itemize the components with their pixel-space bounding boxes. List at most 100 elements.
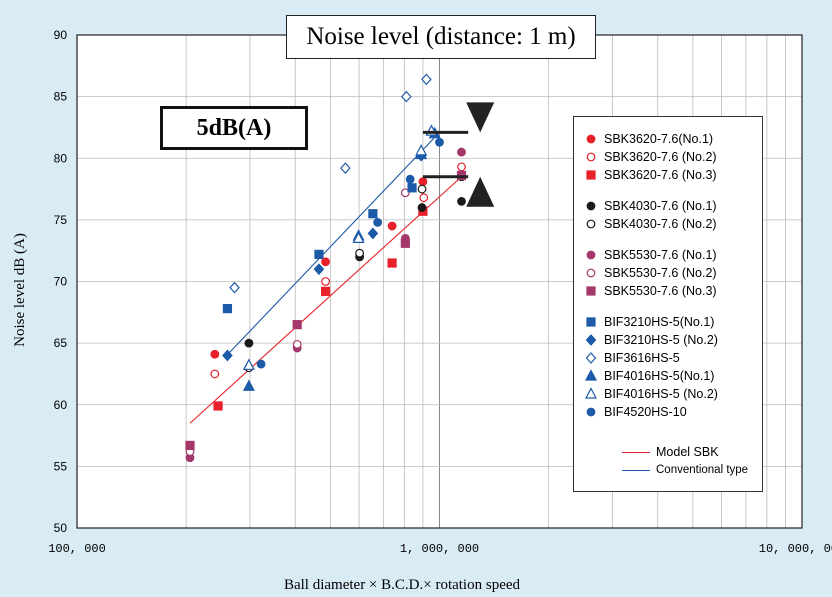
marker-diamond [229,281,240,294]
legend-item: BIF3210HS-5(No.1) [584,313,714,331]
legend-item: SBK5530-7.6 (No.3) [584,282,717,300]
marker-circle [586,268,596,278]
legend-label: SBK4030-7.6 (No.1) [604,199,717,213]
legend-line-item: Conventional type [622,463,748,477]
legend-label: SBK5530-7.6 (No.2) [604,266,717,280]
legend-item: SBK3620-7.6 (No.3) [584,166,717,184]
legend-item: BIF4016HS-5(No.1) [584,367,714,385]
marker-square [586,317,596,327]
marker-square [292,320,302,330]
marker-circle [387,221,397,231]
marker-circle [210,349,220,359]
marker-circle [419,193,429,203]
legend-triangle-icon [585,387,597,399]
marker-triangle [352,231,365,243]
marker-circle [457,162,466,172]
marker-circle [210,369,220,379]
y-tick-label: 85 [54,90,68,104]
marker-circle [418,177,428,187]
marker-circle [586,152,596,162]
legend-item: SBK4030-7.6 (No.1) [584,197,717,215]
y-tick-label: 90 [54,28,68,42]
marker-square [222,304,233,314]
legend-line-item: Model SBK [622,445,719,459]
legend-item: BIF4016HS-5 (No.2) [584,385,718,403]
legend-square-icon [586,170,596,180]
marker-circle [244,338,254,348]
x-axis-label: Ball diameter × B.C.D.× rotation speed [284,577,521,593]
chart-title: Noise level (distance: 1 m) [286,15,596,59]
legend-circle-icon [586,407,596,417]
marker-triangle [415,144,428,156]
y-tick-label: 60 [54,398,68,412]
marker-square [213,401,223,411]
marker-circle [586,219,596,229]
marker-diamond [421,73,432,86]
marker-diamond [585,352,597,364]
x-tick-label: 100, 000 [48,542,106,556]
marker-circle [256,359,266,369]
marker-square [387,258,397,268]
db-annotation: 5dB(A) [160,106,308,150]
legend-item: BIF4520HS-10 [584,403,687,421]
marker-square [314,249,324,259]
legend-circle-icon [586,134,596,144]
legend-square-icon [586,317,596,327]
legend-triangle-icon [585,369,597,381]
legend-item: SBK5530-7.6 (No.1) [584,246,717,264]
x-tick-label: 10, 000, 000 [759,542,832,556]
level-arrows [422,102,495,207]
marker-triangle [585,387,597,399]
marker-diamond [367,227,379,240]
marker-square [320,286,331,296]
marker-triangle [242,358,255,370]
legend-diamond-icon [585,334,597,346]
marker-circle [586,134,596,144]
marker-circle [417,184,427,194]
legend-label: SBK4030-7.6 (No.2) [604,217,717,231]
legend-item: SBK3620-7.6(No.1) [584,130,713,148]
y-tick-label: 70 [54,275,68,289]
up-arrow-icon [466,176,495,207]
legend-item: SBK5530-7.6 (No.2) [584,264,717,282]
legend-line-swatch [622,451,650,453]
marker-triangle [585,369,597,381]
fit-line [189,176,462,424]
legend-label: SBK5530-7.6 (No.3) [604,284,717,298]
marker-circle [586,250,596,260]
marker-square [586,286,596,296]
marker-circle [355,248,365,258]
marker-square [185,440,195,451]
marker-circle [292,339,302,349]
legend-label: SBK5530-7.6 (No.1) [604,248,717,262]
axes: 50 55 60 65 70 75 80 85 90 100, 000 1, 000, 000 10,… [48,28,832,556]
legend-circle-icon [586,219,596,229]
y-tick-label: 80 [54,151,68,165]
y-tick-label: 55 [54,459,68,473]
legend-line-label: Conventional type [656,464,749,476]
down-arrow-icon [466,102,495,133]
data-points [185,73,467,463]
legend-label: SBK3620-7.6(No.1) [604,132,714,146]
legend-item: BIF3210HS-5 (No.2) [584,331,718,349]
legend-square-icon [586,286,596,296]
legend-line-swatch [622,469,650,471]
marker-diamond [222,349,233,362]
legend-circle-icon [586,201,596,211]
marker-diamond [340,162,351,175]
marker-circle [400,188,410,198]
marker-diamond [313,263,325,276]
marker-square [407,183,417,193]
legend-circle-icon [586,250,596,260]
y-axis-label: Noise level dB (A) [12,233,28,347]
legend-line-label: Model SBK [656,445,719,459]
y-tick-label: 65 [54,336,68,350]
fit-lines [189,131,462,424]
legend-label: BIF4016HS-5 (No.2) [604,387,718,401]
marker-circle [586,201,596,211]
legend-label: BIF4520HS-10 [604,405,687,419]
marker-circle [321,257,330,267]
marker-circle [457,147,466,157]
legend-item: SBK4030-7.6 (No.2) [584,215,717,233]
legend-label: SBK3620-7.6 (No.2) [604,150,717,164]
